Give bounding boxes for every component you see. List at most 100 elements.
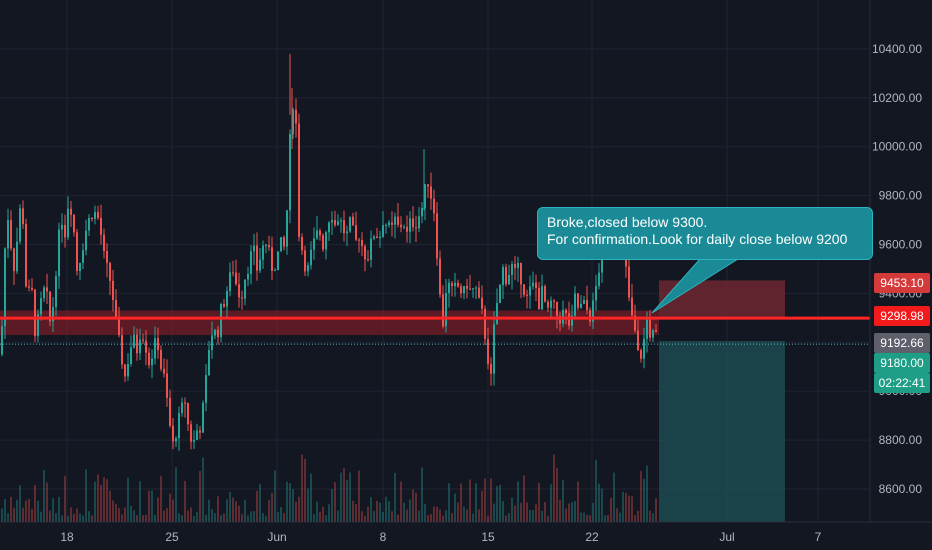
volume-bar-204	[613, 472, 615, 522]
volume-bar-26	[79, 513, 81, 522]
volume-bar-15	[46, 482, 48, 522]
candle-body-158	[475, 287, 477, 289]
candle-body-28	[85, 230, 87, 251]
level-lines	[0, 316, 870, 345]
candle-body-194	[583, 299, 585, 304]
volume-bar-124	[373, 511, 375, 522]
candle-body-199	[598, 272, 600, 286]
candle-body-218	[655, 330, 657, 332]
price-tick-label-9: 10400.00	[872, 42, 922, 56]
candle-body-150	[451, 282, 453, 287]
volume-bar-179	[538, 482, 540, 522]
volume-bar-85	[256, 490, 258, 522]
candle-body-216	[649, 319, 651, 338]
candle-body-148	[445, 293, 447, 327]
volume-bar-202	[607, 515, 609, 522]
volume-bar-125	[376, 500, 378, 522]
candle-body-90	[271, 247, 273, 271]
candle-body-126	[379, 236, 381, 239]
candle-body-159	[478, 287, 480, 298]
candle-body-35	[106, 251, 108, 263]
volume-bar-151	[454, 493, 456, 522]
volume-bar-50	[151, 490, 153, 522]
volume-bar-116	[349, 472, 351, 522]
volume-bar-103	[310, 473, 312, 522]
resistance-band	[0, 310, 659, 335]
candle-body-131	[394, 216, 396, 225]
volume-bar-155	[466, 509, 468, 522]
volume-bar-215	[646, 465, 648, 522]
candle-body-113	[340, 220, 342, 222]
resistance-price-tag: 9298.98	[874, 306, 930, 326]
volume-bar-192	[577, 481, 579, 522]
volume-bar-17	[52, 498, 54, 522]
volume-bar-52	[157, 497, 159, 522]
volume-bar-169	[508, 513, 510, 522]
volume-bar-162	[487, 515, 489, 522]
volume-bar-133	[400, 481, 402, 522]
volume-bar-46	[139, 481, 141, 522]
candle-body-85	[256, 245, 258, 271]
volume-bar-201	[604, 515, 606, 522]
volume-bar-11	[34, 485, 36, 522]
annotation-callout[interactable]: Broke,closed below 9300. For confirmatio…	[537, 207, 873, 260]
candle-body-172	[517, 262, 519, 268]
volume-bar-58	[175, 467, 177, 522]
volume-bar-177	[532, 510, 534, 522]
volume-bar-84	[253, 511, 255, 522]
candle-body-69	[208, 349, 210, 376]
candle-body-170	[511, 264, 513, 275]
candle-body-193	[580, 303, 582, 308]
last-price-tag: 9192.66	[874, 333, 930, 353]
volume-bar-111	[334, 482, 336, 522]
candle-body-168	[505, 266, 507, 285]
candle-body-48	[145, 340, 147, 353]
volume-bar-144	[433, 506, 435, 522]
volume-bar-113	[340, 472, 342, 522]
volume-bar-51	[154, 514, 156, 522]
candle-body-169	[508, 274, 510, 285]
volume-bar-30	[91, 515, 93, 522]
volume-bar-175	[526, 502, 528, 522]
candle-body-87	[262, 245, 264, 260]
volume-bar-122	[367, 506, 369, 522]
candle-body-114	[343, 220, 345, 234]
volume-bar-127	[382, 512, 384, 522]
volume-bar-21	[64, 475, 66, 522]
candle-body-49	[148, 352, 150, 366]
candle-body-22	[67, 208, 69, 238]
volume-bar-19	[58, 496, 60, 522]
volume-bar-102	[307, 488, 309, 522]
candle-body-61	[184, 402, 186, 404]
candle-body-149	[448, 282, 450, 294]
volume-bar-93	[280, 507, 282, 522]
candle-body-192	[577, 293, 579, 308]
volume-bar-106	[319, 511, 321, 522]
candle-body-16	[49, 291, 51, 322]
candle-body-96	[289, 133, 291, 211]
volume-bar-55	[166, 508, 168, 522]
candle-body-17	[52, 307, 54, 322]
volume-bar-131	[394, 472, 396, 522]
candle-body-40	[121, 335, 123, 365]
candle-body-18	[55, 276, 57, 308]
time-axis[interactable]: 18 25 Jun 8 15 22 Jul 7	[0, 521, 932, 550]
volume-bar-149	[448, 483, 450, 522]
candle-body-213	[640, 350, 642, 359]
candle-body-132	[397, 216, 399, 225]
candle-body-70	[211, 335, 213, 350]
candle-body-174	[523, 284, 525, 295]
volume-bar-95	[286, 481, 288, 522]
callout-line-2: For confirmation.Look for daily close be…	[547, 231, 848, 247]
volume-bar-24	[73, 513, 75, 522]
volume-bar-71	[214, 513, 216, 522]
candle-body-58	[175, 438, 177, 442]
candle-body-5	[16, 241, 18, 272]
candle-body-136	[409, 218, 411, 232]
candle-body-37	[112, 280, 114, 300]
volume-bar-8	[25, 500, 27, 522]
candle-body-45	[136, 334, 138, 354]
candle-body-13	[40, 298, 42, 315]
candle-body-123	[370, 238, 372, 260]
